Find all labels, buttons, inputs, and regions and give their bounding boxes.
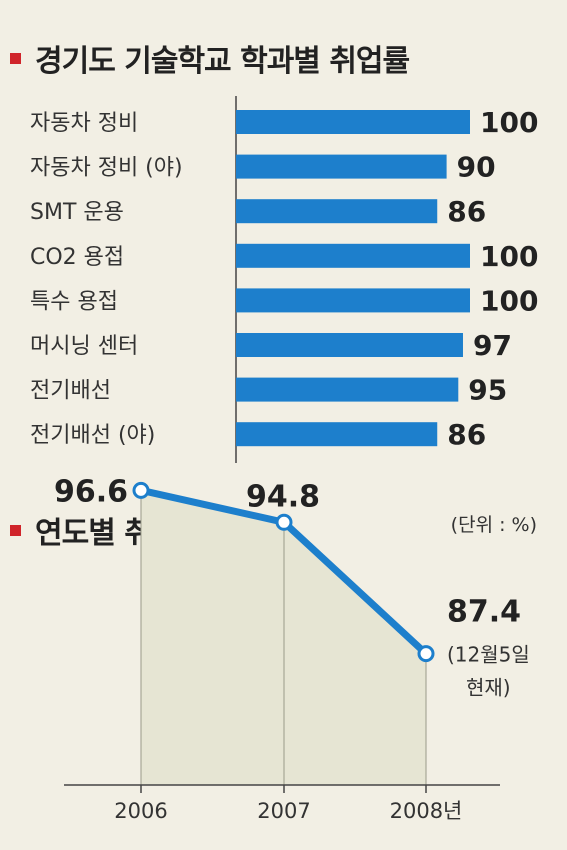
bar-category-label: 전기배선 (야) [30,423,155,448]
point-value-label: 87.4 [447,595,521,630]
bar [236,422,438,447]
x-tick-label: 2007 [257,799,310,823]
bar-chart: 자동차 정비 100 자동차 정비 (야) 90 SMT 운용 86 CO2 용접 100 특수… [30,96,538,463]
unit-note: (단위 : %) [450,514,537,536]
red-square-marker-icon [10,524,21,536]
bar-value-label: 97 [473,329,512,362]
bar-value-label: 100 [480,284,538,317]
bar-chart-header: 경기도 기술학교 학과별 취업률 [10,36,410,80]
bar-value-label: 100 [480,106,538,139]
point-value-label: 96.6 [54,474,128,509]
bar [236,199,438,224]
bar-category-label: SMT 운용 [30,200,124,225]
x-tick-label: 2008년 [390,799,463,823]
bar-chart-title: 경기도 기술학교 학과별 취업률 [35,44,410,79]
bar-value-label: 90 [457,151,496,184]
bar [236,243,470,268]
red-square-marker-icon [10,52,21,64]
point-value-label: 94.8 [246,479,320,514]
data-point [132,481,150,499]
bar-category-label: 머시닝 센터 [30,334,138,359]
bar-category-label: CO2 용접 [30,245,124,270]
data-point [275,513,293,531]
annotation-now: 현재) [466,676,511,700]
bar-category-label: 전기배선 [30,379,111,404]
bar [236,288,470,313]
bar-value-label: 100 [480,240,538,273]
bar [236,333,463,357]
bar-category-label: 특수 용접 [30,289,118,314]
bar-category-label: 자동차 정비 [30,111,138,136]
bar [236,154,447,179]
x-tick-label: 2006 [114,799,167,823]
data-point [417,645,435,663]
bar-category-label: 자동차 정비 (야) [30,156,183,181]
bar [236,110,470,134]
bar-value-label: 95 [468,374,507,407]
bar-value-label: 86 [447,195,486,228]
bar-value-label: 86 [447,418,486,451]
annotation-date: (12월5일 [447,643,530,667]
bar [236,377,459,402]
